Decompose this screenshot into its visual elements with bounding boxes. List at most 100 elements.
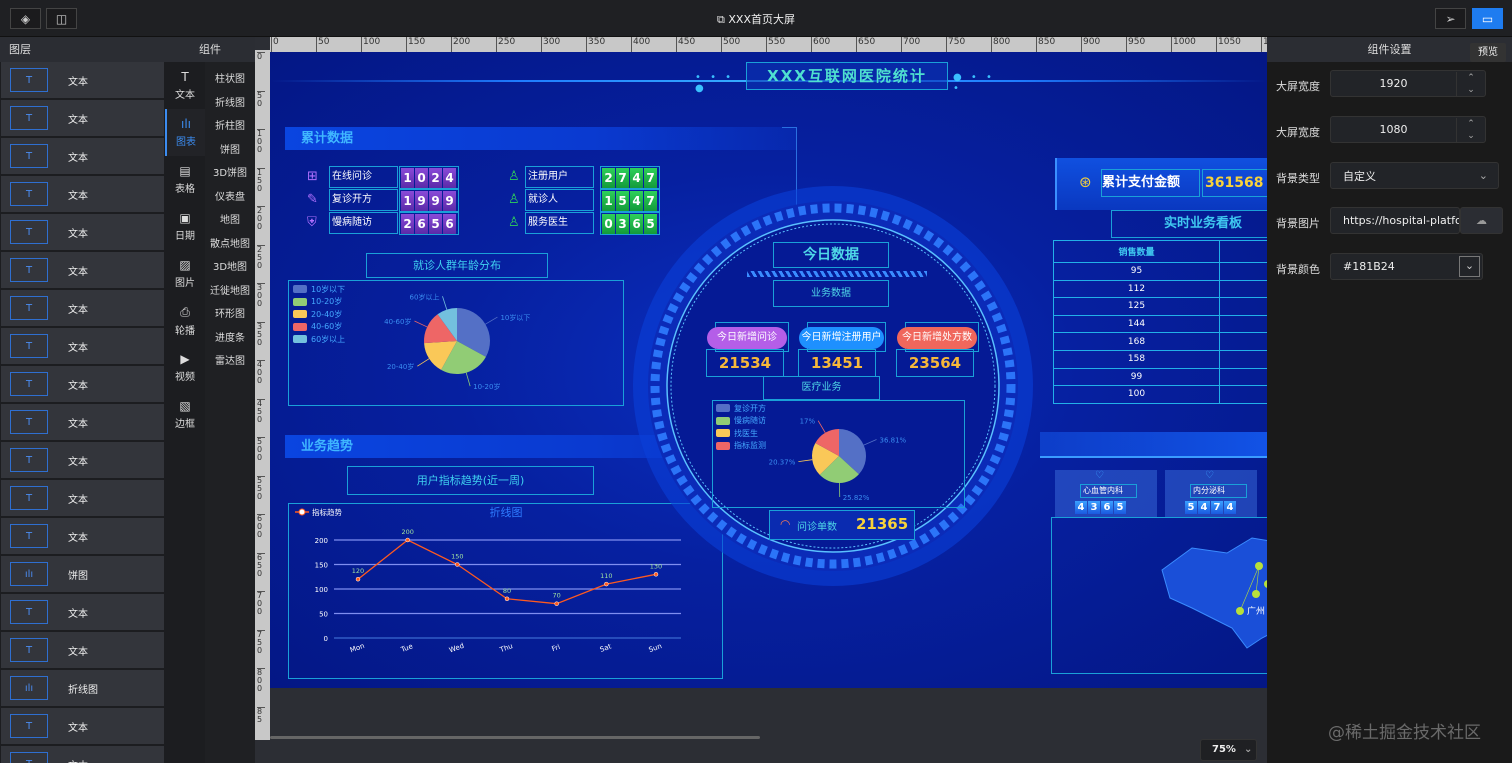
layer-item[interactable]: T 文本	[1, 518, 164, 554]
age-chart-title[interactable]: 就诊人群年龄分布	[366, 253, 548, 278]
layer-item[interactable]: T 文本	[1, 632, 164, 668]
component-item[interactable]: 迁徙地图	[210, 285, 250, 297]
layer-item[interactable]: T 文本	[1, 176, 164, 212]
today-card-label[interactable]: 今日新增处方数	[897, 327, 977, 349]
line-point[interactable]	[355, 576, 361, 582]
medical-pie-chart[interactable]: 复诊开方 慢病随访 找医生 指标监测 36.81% 25.82% 20.37% 17%	[712, 400, 965, 508]
component-item[interactable]: 柱状图	[215, 74, 245, 85]
component-item[interactable]: 地图	[220, 215, 240, 226]
line-point[interactable]	[405, 537, 410, 543]
legend-item[interactable]: 找医生	[716, 427, 766, 440]
layers-toggle-button[interactable]: ◈	[10, 8, 41, 29]
bg-color-input[interactable]: #181B24 ⌄	[1330, 253, 1483, 280]
category-carousel[interactable]: ⎙ 轮播	[165, 297, 205, 344]
legend-item[interactable]: 60岁以上	[293, 333, 345, 346]
pie-slice[interactable]	[424, 341, 457, 370]
layer-item[interactable]: T 文本	[1, 62, 164, 98]
layer-item[interactable]: T 文本	[1, 290, 164, 326]
line-point[interactable]	[455, 562, 460, 567]
medical-title[interactable]: 医疗业务	[763, 376, 880, 400]
legend-item[interactable]: 慢病随访	[716, 415, 766, 428]
department-card[interactable]: ♡ 内分泌科 5 4 7 4	[1165, 470, 1257, 517]
pie-slice[interactable]	[839, 429, 866, 475]
component-item[interactable]: 折柱图	[215, 121, 245, 132]
line-chart[interactable]: 0 50 100 150 200 Mon Tue Wed Thu Fri Sat Sun 120 200 1…	[288, 503, 723, 679]
component-item[interactable]: 折线图	[215, 97, 245, 109]
trend-chart-title[interactable]: 用户指标趋势(近一周)	[347, 466, 594, 495]
screen-canvas[interactable]: • • • ● ● • • • XXX互联网医院统计 累计数据 ⊞ 在线问诊 1 0 2…	[270, 52, 1267, 688]
legend-label[interactable]: 指标趋势	[312, 507, 342, 517]
category-calendar[interactable]: ▣ 日期	[165, 203, 205, 250]
bg-type-select[interactable]: 自定义 ⌄	[1330, 162, 1499, 189]
category-text[interactable]: T 文本	[165, 62, 205, 109]
preview-button[interactable]: ▭	[1472, 8, 1503, 29]
layer-item[interactable]: T 文本	[1, 366, 164, 402]
pie-slice[interactable]	[437, 308, 457, 341]
category-chart[interactable]: ılı 图表	[165, 109, 205, 156]
component-item[interactable]: 饼图	[220, 144, 240, 156]
layer-item[interactable]: T 文本	[1, 442, 164, 478]
dashboard-title[interactable]: XXX互联网医院统计	[746, 62, 948, 90]
legend-item[interactable]: 40-60岁	[293, 321, 345, 334]
pie-slice[interactable]	[441, 341, 486, 374]
payment-card[interactable]: ⊛ 累计支付金额 361568	[1055, 158, 1267, 210]
width-input[interactable]: 1920 ⌃ ⌄	[1330, 70, 1486, 97]
color-picker-button[interactable]: ⌄	[1459, 256, 1480, 277]
layer-item[interactable]: T 文本	[1, 328, 164, 364]
component-item[interactable]: 雷达图	[215, 356, 245, 367]
height-input[interactable]: 1080 ⌃ ⌄	[1330, 116, 1486, 143]
line-point[interactable]	[554, 601, 559, 606]
panel-toggle-button[interactable]: ◫	[46, 8, 77, 29]
layer-item[interactable]: T 文本	[1, 138, 164, 174]
line-point[interactable]	[653, 572, 659, 577]
migration-map[interactable]: 广州	[1051, 517, 1267, 674]
legend-item[interactable]: 10-20岁	[293, 296, 345, 309]
component-item[interactable]: 仪表盘	[215, 191, 245, 203]
layer-item[interactable]: T 文本	[1, 708, 164, 744]
height-stepper[interactable]: ⌃ ⌄	[1456, 117, 1485, 142]
layer-item[interactable]: T 文本	[1, 746, 164, 763]
upload-button[interactable]: ☁	[1460, 207, 1503, 234]
pie-slice[interactable]	[812, 442, 839, 475]
department-card[interactable]: ♡ 心血管内科 4 3 6 5	[1055, 470, 1157, 517]
line-point[interactable]	[604, 581, 609, 587]
business-data-title[interactable]: 业务数据	[773, 280, 889, 307]
pie-slice[interactable]	[815, 429, 839, 456]
layer-item[interactable]: T 文本	[1, 480, 164, 516]
legend-item[interactable]: 复诊开方	[716, 402, 766, 415]
section-header-cumulative[interactable]: 累计数据	[285, 127, 797, 150]
legend-item[interactable]: 20-40岁	[293, 308, 345, 321]
pie-slice[interactable]	[457, 308, 490, 357]
today-title[interactable]: 今日数据	[773, 242, 889, 268]
layer-item[interactable]: ılı 饼图	[1, 556, 164, 592]
today-card-label[interactable]: 今日新增问诊	[707, 327, 787, 349]
board-title[interactable]: 实时业务看板	[1111, 210, 1267, 238]
publish-button[interactable]: ➢	[1435, 8, 1466, 29]
consult-count[interactable]: ◠ 问诊单数 21365	[769, 510, 915, 540]
component-item[interactable]: 3D地图	[212, 262, 248, 273]
layer-item[interactable]: T 文本	[1, 214, 164, 250]
legend-item[interactable]: 10岁以下	[293, 283, 345, 296]
component-item[interactable]: 3D饼图	[212, 168, 248, 179]
layer-item[interactable]: T 文本	[1, 252, 164, 288]
line-point[interactable]	[504, 596, 510, 602]
age-pie-chart[interactable]: 10岁以下 10-20岁 20-40岁 40-60岁 60岁以上 10岁以下 10-20岁…	[288, 280, 624, 406]
bg-image-input[interactable]: https://hospital-platfor	[1330, 207, 1460, 234]
width-stepper[interactable]: ⌃ ⌄	[1456, 71, 1485, 96]
pie-slice[interactable]	[424, 314, 457, 344]
category-table[interactable]: ▤ 表格	[165, 156, 205, 203]
layer-item[interactable]: T 文本	[1, 100, 164, 136]
category-video[interactable]: ▶ 视频	[165, 344, 205, 391]
layer-item[interactable]: T 文本	[1, 594, 164, 630]
layer-item[interactable]: T 文本	[1, 404, 164, 440]
category-image[interactable]: ▨ 图片	[165, 250, 205, 297]
component-item[interactable]: 进度条	[215, 332, 245, 344]
legend-item[interactable]: 指标监测	[716, 440, 766, 453]
horizontal-scrollbar[interactable]	[270, 736, 760, 739]
category-border[interactable]: ▧ 边框	[165, 391, 205, 438]
component-item[interactable]: 环形图	[215, 309, 245, 320]
today-card-label[interactable]: 今日新增注册用户	[799, 327, 884, 349]
pie-slice[interactable]	[819, 456, 859, 483]
component-item[interactable]: 散点地图	[210, 238, 250, 250]
layer-item[interactable]: ılı 折线图	[1, 670, 164, 706]
